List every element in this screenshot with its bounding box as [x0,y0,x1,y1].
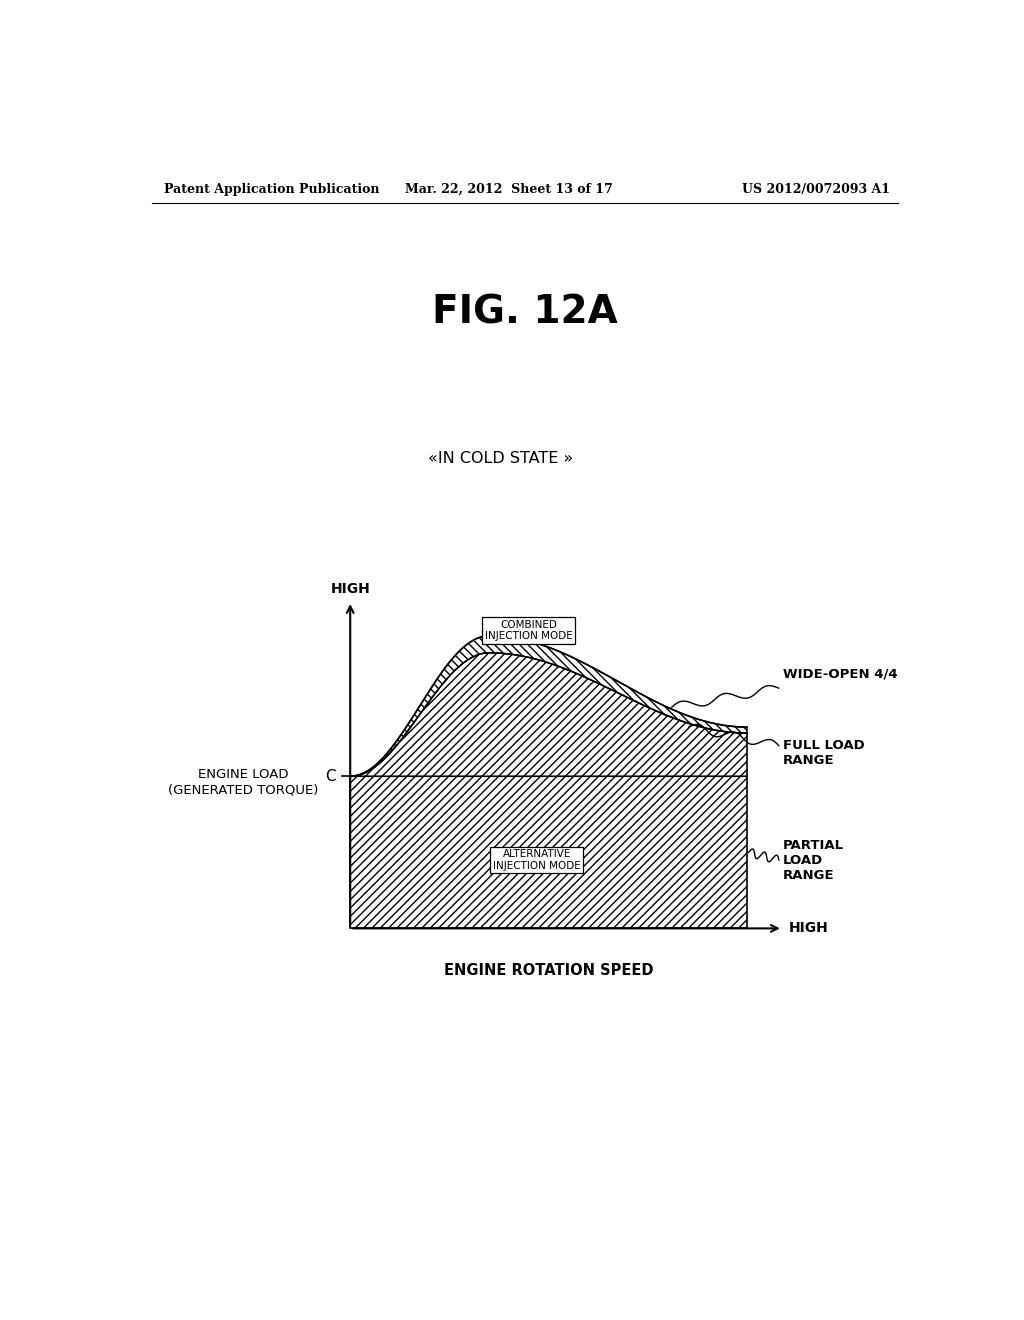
Text: Patent Application Publication: Patent Application Publication [164,183,379,197]
Text: HIGH: HIGH [331,582,370,595]
Text: US 2012/0072093 A1: US 2012/0072093 A1 [741,183,890,197]
Text: ENGINE ROTATION SPEED: ENGINE ROTATION SPEED [443,964,653,978]
Text: HIGH: HIGH [788,921,828,936]
Text: ALTERNATIVE
INJECTION MODE: ALTERNATIVE INJECTION MODE [493,849,581,871]
Text: WIDE-OPEN 4/4: WIDE-OPEN 4/4 [782,668,897,680]
Polygon shape [350,653,748,776]
Text: PARTIAL
LOAD
RANGE: PARTIAL LOAD RANGE [782,838,844,882]
Text: FULL LOAD
RANGE: FULL LOAD RANGE [782,739,864,767]
Text: Mar. 22, 2012  Sheet 13 of 17: Mar. 22, 2012 Sheet 13 of 17 [406,183,612,197]
Text: FIG. 12A: FIG. 12A [432,293,617,331]
Text: COMBINED
INJECTION MODE: COMBINED INJECTION MODE [485,619,572,642]
Polygon shape [350,636,748,776]
Text: «IN COLD STATE »: «IN COLD STATE » [428,451,573,466]
Bar [350,776,748,928]
Text: ENGINE LOAD
(GENERATED TORQUE): ENGINE LOAD (GENERATED TORQUE) [168,768,318,796]
Text: C: C [326,768,336,784]
